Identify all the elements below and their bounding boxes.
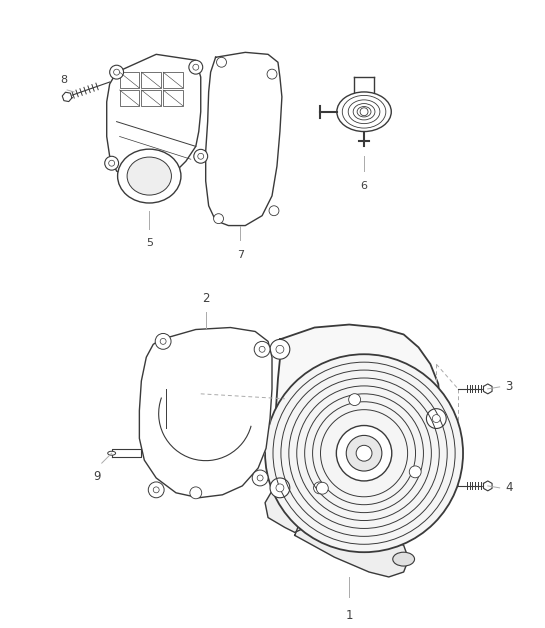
- Circle shape: [432, 414, 440, 423]
- Ellipse shape: [118, 149, 181, 203]
- Polygon shape: [107, 55, 201, 179]
- Circle shape: [214, 214, 223, 224]
- Polygon shape: [62, 92, 72, 102]
- Circle shape: [267, 69, 277, 79]
- Polygon shape: [163, 72, 183, 88]
- Circle shape: [265, 354, 463, 552]
- Text: 9: 9: [93, 470, 101, 483]
- Text: 1: 1: [346, 609, 353, 622]
- Text: 7: 7: [237, 251, 244, 261]
- Polygon shape: [483, 481, 492, 491]
- Polygon shape: [205, 52, 282, 225]
- Polygon shape: [141, 90, 161, 106]
- Circle shape: [336, 426, 392, 481]
- Circle shape: [160, 338, 166, 344]
- Circle shape: [259, 346, 265, 352]
- Circle shape: [153, 487, 159, 493]
- Circle shape: [198, 153, 204, 160]
- Polygon shape: [119, 90, 140, 106]
- Circle shape: [252, 470, 268, 486]
- Circle shape: [257, 475, 263, 481]
- Circle shape: [349, 394, 361, 406]
- Circle shape: [194, 149, 208, 163]
- Circle shape: [360, 108, 368, 116]
- Circle shape: [270, 478, 290, 498]
- Text: 8: 8: [60, 75, 68, 85]
- Circle shape: [313, 482, 325, 494]
- Ellipse shape: [393, 552, 415, 566]
- Circle shape: [216, 57, 227, 67]
- Ellipse shape: [127, 157, 172, 195]
- Text: 5: 5: [146, 239, 153, 249]
- Circle shape: [269, 206, 279, 215]
- Circle shape: [356, 445, 372, 461]
- Circle shape: [409, 466, 421, 478]
- Polygon shape: [140, 328, 272, 498]
- Polygon shape: [276, 325, 440, 510]
- Text: 6: 6: [361, 181, 367, 191]
- Polygon shape: [112, 449, 141, 457]
- Circle shape: [110, 65, 124, 79]
- Circle shape: [148, 482, 164, 498]
- Polygon shape: [483, 384, 492, 394]
- Polygon shape: [295, 522, 409, 577]
- Polygon shape: [119, 72, 140, 88]
- Text: 2: 2: [202, 292, 209, 305]
- Circle shape: [317, 482, 328, 494]
- Polygon shape: [141, 72, 161, 88]
- Polygon shape: [265, 473, 314, 533]
- Circle shape: [105, 156, 119, 170]
- Circle shape: [108, 160, 114, 166]
- Circle shape: [189, 60, 203, 74]
- Circle shape: [190, 487, 202, 499]
- Circle shape: [270, 339, 290, 359]
- Circle shape: [276, 345, 284, 354]
- Polygon shape: [163, 90, 183, 106]
- Text: 3: 3: [506, 381, 513, 393]
- Circle shape: [155, 333, 171, 349]
- Circle shape: [114, 69, 119, 75]
- Circle shape: [426, 409, 446, 428]
- Circle shape: [193, 64, 199, 70]
- Ellipse shape: [337, 92, 391, 131]
- Ellipse shape: [108, 452, 116, 455]
- Text: 4: 4: [506, 482, 513, 494]
- Circle shape: [346, 435, 382, 471]
- Circle shape: [254, 342, 270, 357]
- Circle shape: [276, 484, 284, 492]
